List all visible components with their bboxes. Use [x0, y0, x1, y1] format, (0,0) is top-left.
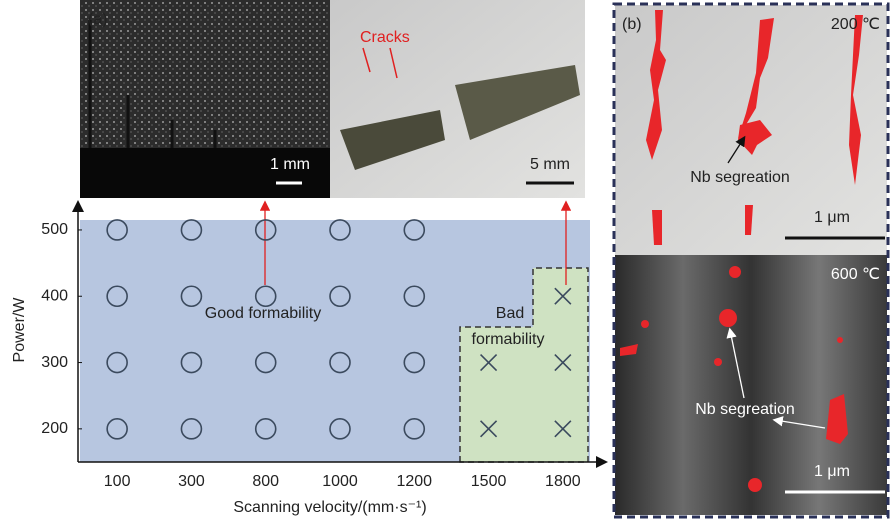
x-tick-label: 100: [104, 473, 131, 490]
y-tick-label: 400: [41, 287, 68, 304]
figure: (a) Cracks 1 mm 5 mm (b) 200 ℃ Nb segrea…: [0, 0, 890, 522]
panel-label: (a): [88, 11, 108, 28]
x-tick-label: 1500: [471, 473, 507, 490]
x-axis-title: Scanning velocity/(mm·s⁻¹): [233, 499, 426, 516]
x-tick-label: 800: [252, 473, 279, 490]
scale-label: 1 mm: [270, 156, 310, 173]
scale-label: 5 mm: [530, 156, 570, 173]
temperature-label: 600 ℃: [831, 266, 880, 283]
y-tick-label: 300: [41, 354, 68, 371]
x-tick-label: 300: [178, 473, 205, 490]
note-label: Nb segreation: [690, 169, 790, 186]
x-tick-label: 1200: [396, 473, 432, 490]
y-tick-label: 500: [41, 221, 68, 238]
scale-label: 1 μm: [814, 463, 850, 480]
cracks-label: Cracks: [360, 29, 410, 46]
x-tick-label: 1000: [322, 473, 358, 490]
note-label: Nb segreation: [695, 401, 795, 418]
scale-label: 1 μm: [814, 209, 850, 226]
x-tick-label: 1800: [545, 473, 581, 490]
panel-label: (b): [622, 16, 642, 33]
bad-label: formability: [472, 331, 545, 348]
good-label: Good formability: [205, 305, 322, 322]
y-tick-label: 200: [41, 420, 68, 437]
bad-label: Bad: [496, 305, 524, 322]
temperature-label: 200 ℃: [831, 16, 880, 33]
y-axis-title: Power/W: [11, 297, 28, 363]
